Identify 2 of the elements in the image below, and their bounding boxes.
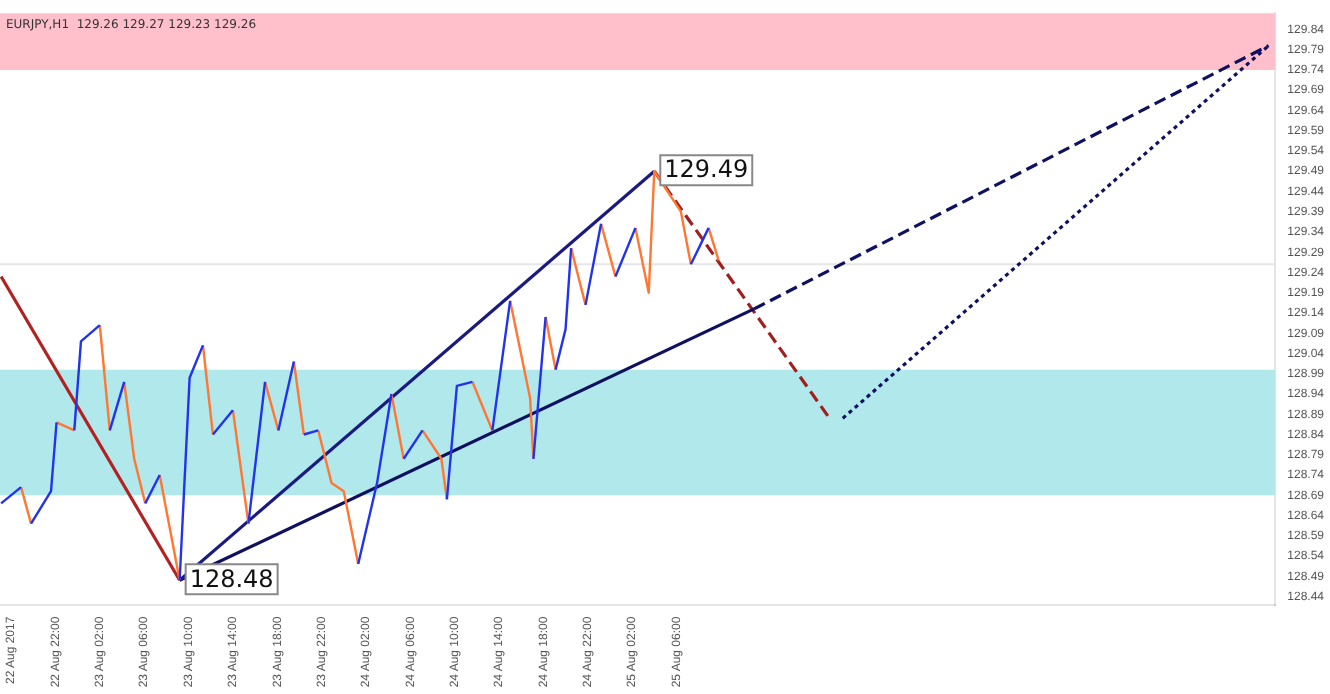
annotation: 129.49 [664,155,749,184]
annotation: 128.48 [189,564,274,593]
